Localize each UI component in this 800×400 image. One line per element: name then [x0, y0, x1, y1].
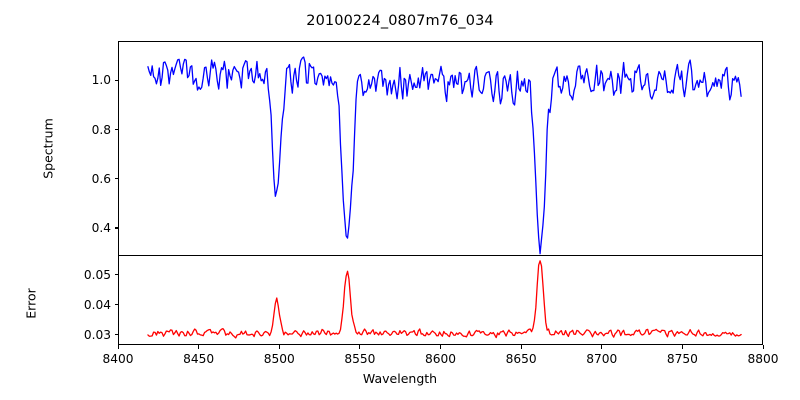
chart-title: 20100224_0807m76_034 — [306, 13, 494, 29]
x-tick-label-7: 8750 — [666, 352, 698, 366]
x-tick-label-4: 8600 — [424, 352, 457, 366]
x-tick-mark-2 — [278, 345, 280, 349]
spectrum-ytick-mark-3 — [114, 79, 118, 81]
x-tick-mark-1 — [198, 345, 200, 349]
x-tick-mark-5 — [520, 345, 522, 349]
x-tick-label-3: 8550 — [344, 352, 376, 366]
error-axis-label: Error — [23, 288, 39, 319]
error-ytick-mark-0 — [114, 334, 118, 336]
spectrum-ytick-label-3: 1.0 — [91, 73, 111, 88]
error-line — [148, 261, 741, 338]
x-tick-label-5: 8650 — [505, 352, 537, 366]
spectrum-ytick-mark-2 — [114, 129, 118, 131]
x-tick-label-8: 8800 — [747, 352, 779, 366]
x-tick-mark-8 — [762, 345, 764, 349]
x-tick-mark-4 — [440, 345, 442, 349]
error-ytick-mark-2 — [114, 274, 118, 276]
x-tick-label-2: 8500 — [263, 352, 295, 366]
x-axis-label: Wavelength — [362, 371, 438, 386]
spectrum-axis-label: Spectrum — [40, 118, 56, 179]
spectrum-ytick-label-2: 0.8 — [91, 122, 111, 137]
spectrum-ytick-label-0: 0.4 — [91, 220, 111, 235]
error-panel — [118, 255, 763, 345]
x-tick-label-0: 8400 — [102, 352, 134, 366]
x-tick-mark-0 — [117, 345, 119, 349]
x-tick-mark-3 — [359, 345, 361, 349]
error-ytick-label-1: 0.04 — [83, 297, 111, 312]
x-tick-label-6: 8700 — [586, 352, 618, 366]
error-ytick-mark-1 — [114, 304, 118, 306]
spectrum-line — [148, 57, 741, 254]
spectrum-panel — [118, 41, 763, 255]
spectrum-ytick-mark-0 — [114, 227, 118, 229]
error-ytick-label-2: 0.05 — [83, 267, 111, 282]
x-tick-label-1: 8450 — [183, 352, 215, 366]
spectrum-ytick-mark-1 — [114, 178, 118, 180]
x-tick-mark-7 — [681, 345, 683, 349]
spectrum-plot-area — [119, 42, 762, 255]
error-plot-area — [119, 256, 762, 344]
x-tick-mark-6 — [601, 345, 603, 349]
error-ytick-label-0: 0.03 — [83, 327, 111, 342]
spectrum-ytick-label-1: 0.6 — [91, 171, 111, 186]
